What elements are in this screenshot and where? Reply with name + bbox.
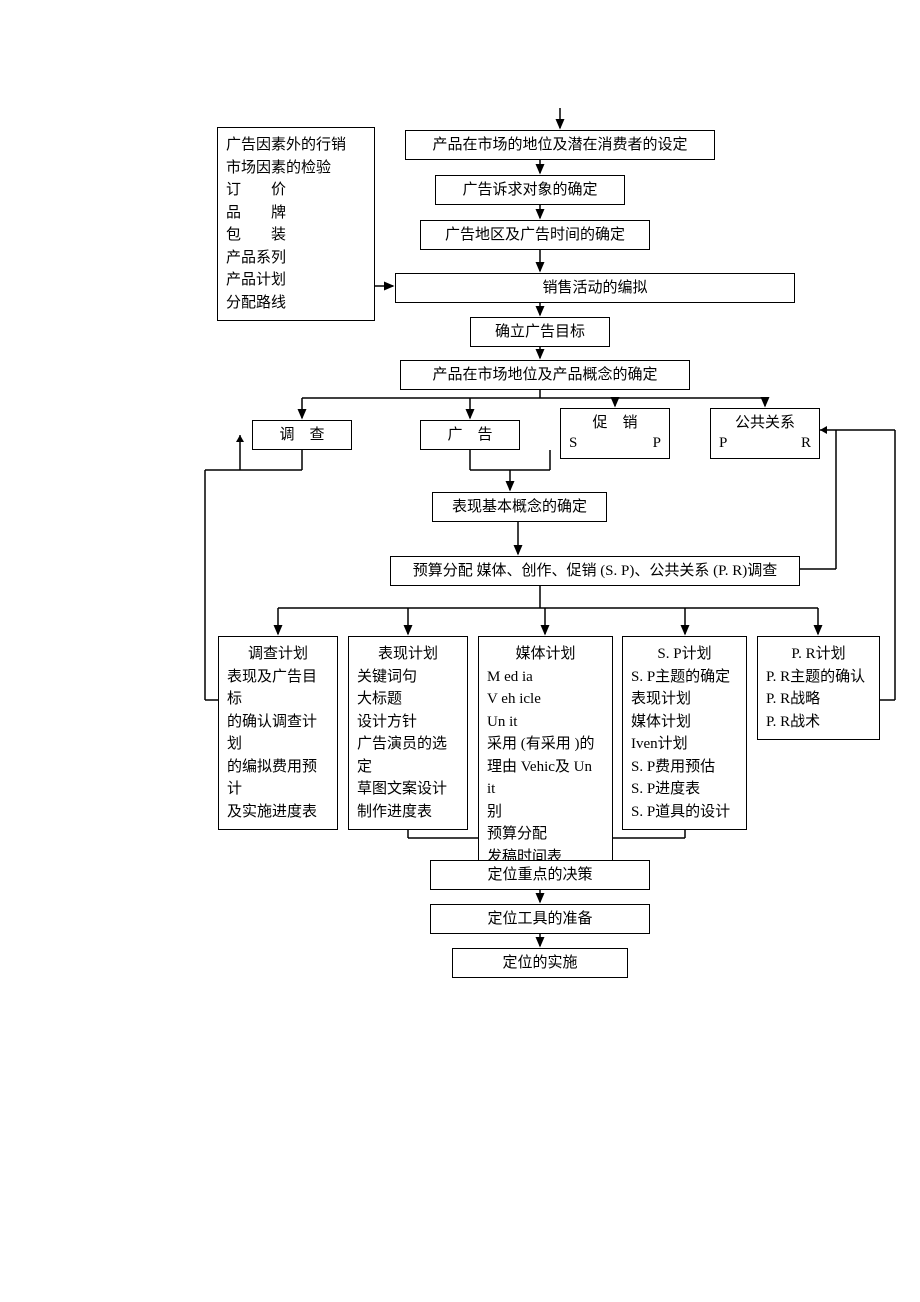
pr-line1: 公共关系 — [719, 413, 811, 433]
node-budget-alloc: 预算分配 媒体、创作、促销 (S. P)、公共关系 (P. R)调查 — [390, 556, 800, 586]
node-ad: 广 告 — [420, 420, 520, 450]
node-ad-goal: 确立广告目标 — [470, 317, 610, 347]
plan-express: 表现计划 关键词句 大标题 设计方针 广告演员的选定 草图文案设计 制作进度表 — [348, 636, 468, 830]
side-item-4: 产品计划 — [226, 269, 366, 292]
side-item-0: 订 价 — [226, 179, 366, 202]
plan-survey: 调查计划 表现及广告目标 的确认调查计划 的编拟费用预计 及实施进度表 — [218, 636, 338, 830]
plan-survey-title: 调查计划 — [227, 643, 329, 666]
plan-pr: P. R计划 P. R主题的确认 P. R战略 P. R战术 — [757, 636, 880, 740]
sp-line2: S P — [569, 433, 661, 453]
node-positioning-tools: 定位工具的准备 — [430, 904, 650, 934]
side-item-3: 产品系列 — [226, 247, 366, 270]
plan-sp-title: S. P计划 — [631, 643, 738, 666]
plan-media: 媒体计划 M ed ia V eh icle Un it 采用 (有采用 )的 … — [478, 636, 613, 875]
node-pr: 公共关系 P R — [710, 408, 820, 459]
node-target-audience: 广告诉求对象的确定 — [435, 175, 625, 205]
plan-pr-title: P. R计划 — [766, 643, 871, 666]
node-positioning-impl: 定位的实施 — [452, 948, 628, 978]
side-item-5: 分配路线 — [226, 292, 366, 315]
pr-line2: P R — [719, 433, 811, 453]
side-subtitle: 市场因素的检验 — [226, 157, 366, 180]
side-item-2: 包 装 — [226, 224, 366, 247]
side-item-1: 品 牌 — [226, 202, 366, 225]
node-positioning-decision: 定位重点的决策 — [430, 860, 650, 890]
node-survey: 调 查 — [252, 420, 352, 450]
node-basic-concept: 表现基本概念的确定 — [432, 492, 607, 522]
node-product-concept: 产品在市场地位及产品概念的确定 — [400, 360, 690, 390]
plan-sp: S. P计划 S. P主题的确定 表现计划 媒体计划 Iven计划 S. P费用… — [622, 636, 747, 830]
node-sp: 促 销 S P — [560, 408, 670, 459]
flowchart-container: 广告因素外的行销 市场因素的检验 订 价 品 牌 包 装 产品系列 产品计划 分… — [0, 0, 920, 1302]
sp-line1: 促 销 — [569, 413, 661, 433]
plan-express-title: 表现计划 — [357, 643, 459, 666]
node-market-position: 产品在市场的地位及潜在消费者的设定 — [405, 130, 715, 160]
side-title: 广告因素外的行销 — [226, 134, 366, 157]
node-region-time: 广告地区及广告时间的确定 — [420, 220, 650, 250]
plan-media-title: 媒体计划 — [487, 643, 604, 666]
side-factors-box: 广告因素外的行销 市场因素的检验 订 价 品 牌 包 装 产品系列 产品计划 分… — [217, 127, 375, 321]
node-sales-activity: 销售活动的编拟 — [395, 273, 795, 303]
